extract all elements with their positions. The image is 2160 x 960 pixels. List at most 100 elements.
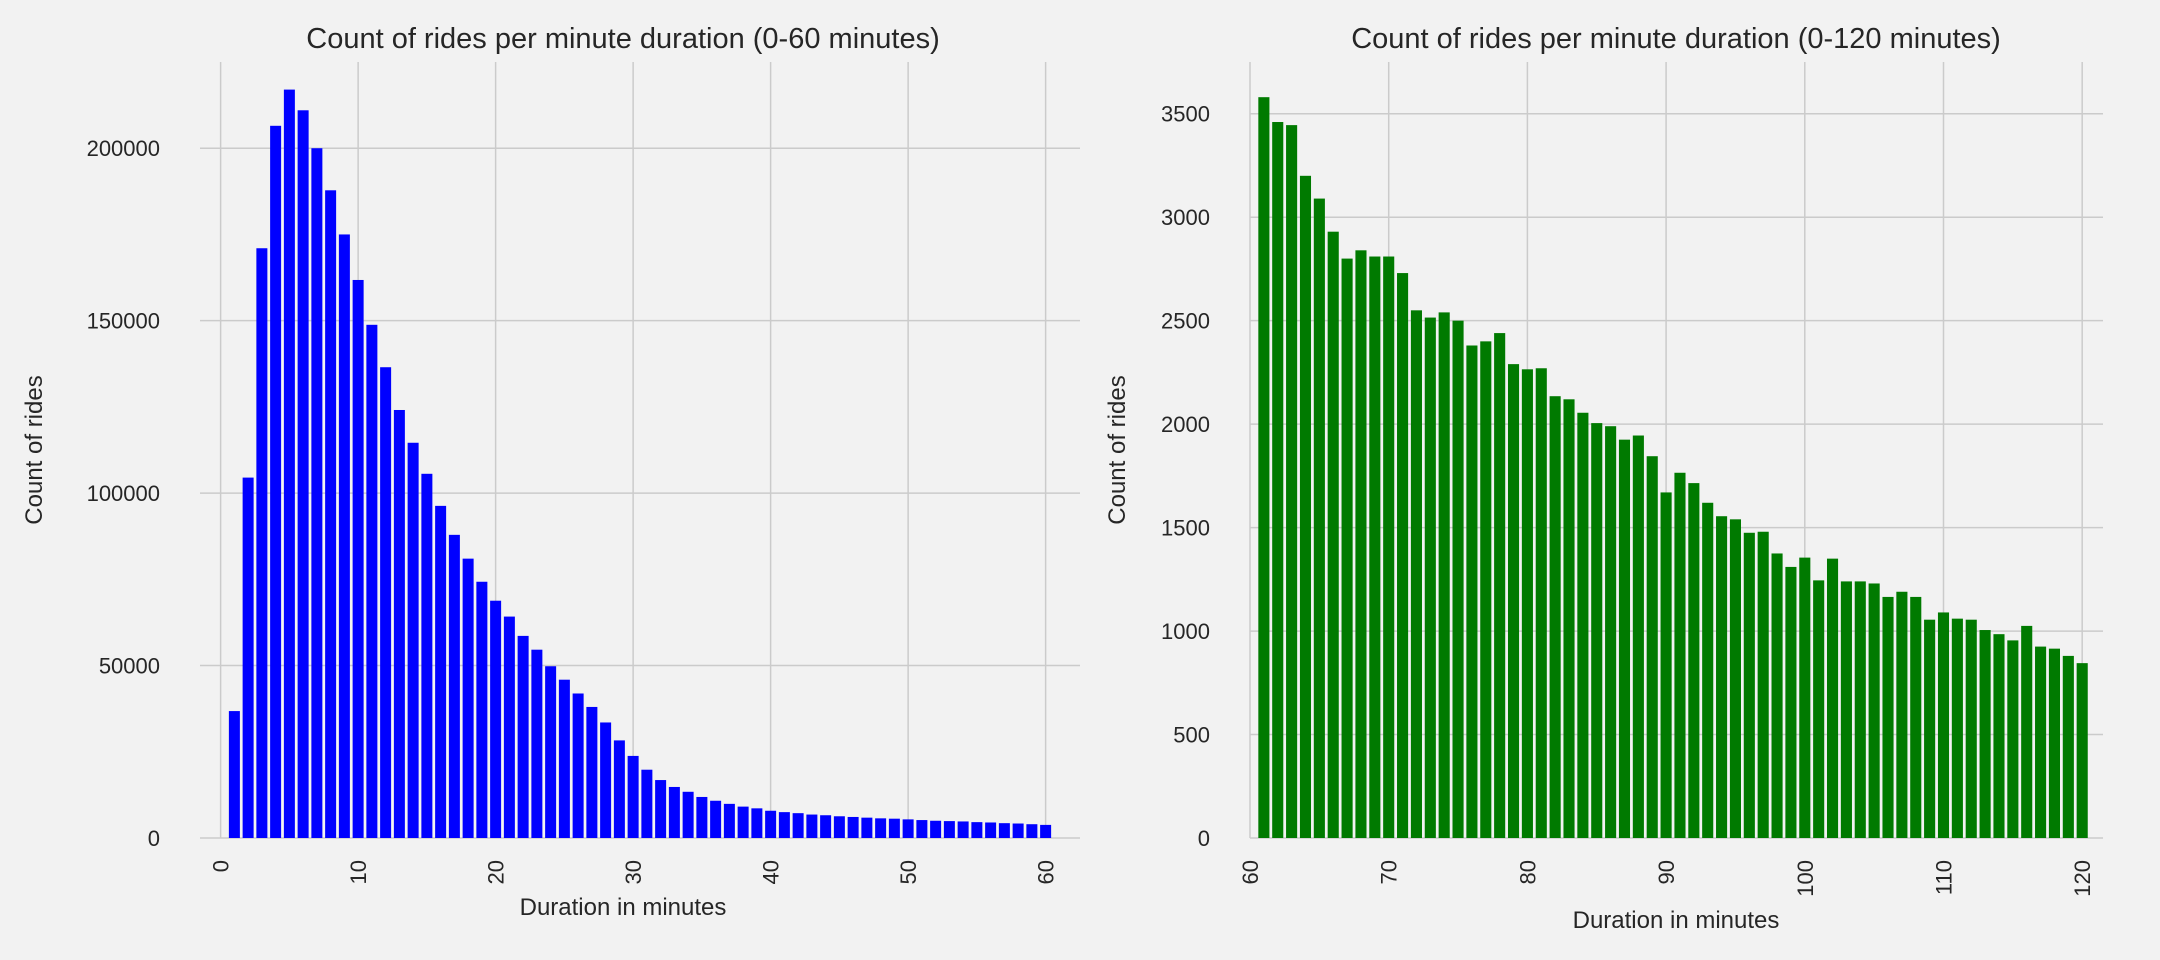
left-bar xyxy=(641,769,653,838)
left-bar xyxy=(448,534,460,838)
right-bar xyxy=(1785,566,1797,838)
right-y-tick-label: 3000 xyxy=(1161,205,1210,230)
left-y-tick-label: 100000 xyxy=(87,481,160,506)
left-bar xyxy=(888,818,900,838)
right-bar xyxy=(1327,231,1339,839)
left-bar xyxy=(737,806,749,838)
left-bar xyxy=(943,821,955,838)
left-bar xyxy=(765,810,777,838)
left-bar xyxy=(847,816,859,838)
right-y-tick-label: 2500 xyxy=(1161,309,1210,334)
left-chart-x-axis-label: Duration in minutes xyxy=(520,894,727,921)
left-bar xyxy=(1026,824,1038,838)
left-bar xyxy=(682,791,694,838)
right-bar xyxy=(1716,516,1728,838)
right-bar xyxy=(1605,426,1617,838)
left-bar xyxy=(957,821,969,838)
right-bar xyxy=(1896,591,1908,838)
right-bar xyxy=(1660,492,1672,838)
right-y-tick-label: 1500 xyxy=(1161,516,1210,541)
right-bar xyxy=(1410,310,1422,838)
right-bar xyxy=(1688,483,1700,838)
left-chart-x-ticks: 0 10 20 30 40 50 60 xyxy=(209,860,1059,884)
left-bar xyxy=(985,822,997,838)
right-y-tick-label: 1000 xyxy=(1161,619,1210,644)
left-bar xyxy=(325,190,337,839)
right-histogram-chart: 0 500 1000 1500 2000 2500 3000 3500 60 70 80 90 100… xyxy=(1104,23,2103,934)
left-bar xyxy=(696,796,708,838)
right-bar xyxy=(1452,320,1464,839)
left-bar xyxy=(490,600,502,838)
left-bar xyxy=(916,820,928,838)
right-bar xyxy=(1438,312,1450,838)
right-bar xyxy=(1882,596,1894,838)
left-bar xyxy=(311,148,323,838)
right-bar xyxy=(1480,341,1492,838)
right-y-tick-label: 500 xyxy=(1173,723,1210,748)
right-bar xyxy=(1618,439,1631,838)
left-x-tick-label: 10 xyxy=(346,860,371,884)
right-bar xyxy=(1646,456,1658,838)
left-bar xyxy=(462,558,474,838)
left-bar xyxy=(723,803,735,838)
left-bar xyxy=(476,581,488,838)
right-bar xyxy=(1924,619,1936,838)
right-chart-y-ticks: 0 500 1000 1500 2000 2500 3000 3500 xyxy=(1161,102,1210,851)
left-bar xyxy=(545,666,557,838)
right-x-tick-label: 60 xyxy=(1238,860,1263,884)
right-x-tick-label: 90 xyxy=(1654,860,1679,884)
right-bar xyxy=(1674,472,1686,838)
left-bar xyxy=(613,740,625,838)
left-bar xyxy=(256,248,268,839)
left-bar xyxy=(531,649,543,838)
left-bar xyxy=(930,820,942,838)
right-bar xyxy=(1313,198,1325,839)
left-bar xyxy=(668,786,680,838)
right-bar xyxy=(1424,317,1436,839)
right-bar xyxy=(1632,435,1644,838)
right-bar xyxy=(1910,596,1922,838)
left-chart-bars xyxy=(228,89,1052,839)
right-bar xyxy=(1549,396,1561,838)
left-bar xyxy=(833,816,845,838)
right-bar xyxy=(1951,618,1963,838)
left-bar xyxy=(778,812,790,838)
right-x-tick-label: 70 xyxy=(1377,860,1402,884)
left-x-tick-label: 50 xyxy=(896,860,921,884)
right-bar xyxy=(1383,256,1395,838)
right-bar xyxy=(1840,581,1852,838)
left-x-tick-label: 40 xyxy=(759,860,784,884)
left-bar xyxy=(806,814,818,838)
left-bar xyxy=(242,477,254,838)
right-bar xyxy=(1702,502,1714,838)
left-bar xyxy=(861,817,873,838)
right-bar xyxy=(1591,423,1603,838)
left-y-tick-label: 50000 xyxy=(99,654,160,679)
right-chart-x-ticks: 60 70 80 90 100 110 120 xyxy=(1238,860,2095,897)
right-bar xyxy=(1965,619,1977,838)
left-chart-y-ticks: 0 50000 100000 150000 200000 xyxy=(87,136,160,851)
right-bar xyxy=(1993,634,2005,838)
left-chart-y-axis-label: Count of rides xyxy=(21,375,48,524)
left-bar xyxy=(407,442,419,838)
right-bar xyxy=(1937,612,1950,838)
left-chart-title: Count of rides per minute duration (0-60… xyxy=(306,23,939,55)
left-bar xyxy=(572,693,584,838)
left-bar xyxy=(902,819,914,838)
left-histogram-chart: 0 50000 100000 150000 200000 0 10 20 30 40 50 60 C… xyxy=(21,23,1080,921)
left-bar xyxy=(586,706,598,838)
left-bar xyxy=(366,324,378,839)
left-bar xyxy=(503,616,515,838)
right-bar xyxy=(1854,581,1866,838)
left-bar xyxy=(558,679,570,838)
left-bar xyxy=(352,279,364,838)
right-y-tick-label: 0 xyxy=(1198,826,1210,851)
right-y-tick-label: 2000 xyxy=(1161,412,1210,437)
right-bar xyxy=(1466,345,1478,838)
right-bar xyxy=(1369,256,1381,838)
left-bar xyxy=(517,635,529,838)
right-bar xyxy=(1494,333,1506,838)
left-bar xyxy=(270,125,282,838)
right-bar xyxy=(1729,519,1741,838)
